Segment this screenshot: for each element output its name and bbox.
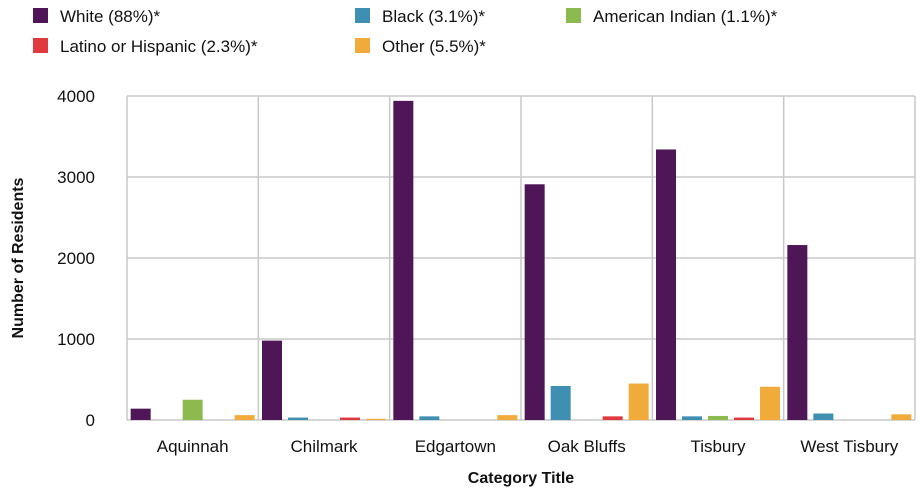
bar [708, 415, 728, 420]
bar [813, 413, 834, 420]
y-tick-label: 4000 [57, 87, 95, 106]
legend-swatch [33, 8, 48, 23]
bar [682, 416, 702, 420]
gridlines [126, 95, 916, 421]
y-tick-label: 3000 [57, 168, 95, 187]
x-tick-labels: Aquinnah Chilmark Edgartown Oak Bluffs Tisbu… [157, 437, 899, 456]
bar [234, 415, 255, 420]
bar [340, 417, 360, 420]
bar [182, 399, 203, 420]
bar [393, 100, 414, 421]
y-axis-title: Number of Residents [10, 177, 27, 338]
legend-label: Black (3.1%)* [382, 7, 485, 26]
x-tick-label: Chilmark [290, 437, 358, 456]
x-tick-label: West Tisbury [800, 437, 898, 456]
bars [130, 100, 912, 421]
x-tick-label: Edgartown [415, 437, 496, 456]
y-tick-label: 2000 [57, 249, 95, 268]
x-tick-label: Aquinnah [157, 437, 229, 456]
bar [419, 416, 440, 420]
bar [288, 417, 308, 420]
legend: White (88%)* Black (3.1%)* American Indian… [33, 7, 778, 56]
legend-swatch [566, 8, 581, 23]
legend-swatch [33, 38, 48, 53]
bar [497, 415, 518, 420]
bar [760, 386, 780, 420]
x-tick-label: Oak Bluffs [548, 437, 626, 456]
bar [602, 416, 623, 420]
y-tick-label: 0 [86, 411, 95, 430]
bar [891, 414, 912, 420]
legend-label: American Indian (1.1%)* [593, 7, 778, 26]
bar [550, 385, 571, 420]
bar [130, 408, 151, 420]
bar [734, 417, 754, 420]
legend-swatch [355, 8, 370, 23]
bar [262, 340, 282, 420]
legend-label: Other (5.5%)* [382, 37, 486, 56]
bar [656, 149, 676, 420]
legend-label: Latino or Hispanic (2.3%)* [60, 37, 258, 56]
legend-label: White (88%)* [60, 7, 161, 26]
bar [787, 245, 808, 420]
y-tick-label: 1000 [57, 330, 95, 349]
y-tick-labels: 0 1000 2000 3000 4000 [57, 87, 95, 430]
bar [366, 418, 386, 420]
x-axis-title: Category Title [468, 470, 575, 487]
bar [524, 184, 545, 420]
legend-swatch [355, 38, 370, 53]
x-tick-label: Tisbury [690, 437, 746, 456]
bar [628, 383, 649, 420]
